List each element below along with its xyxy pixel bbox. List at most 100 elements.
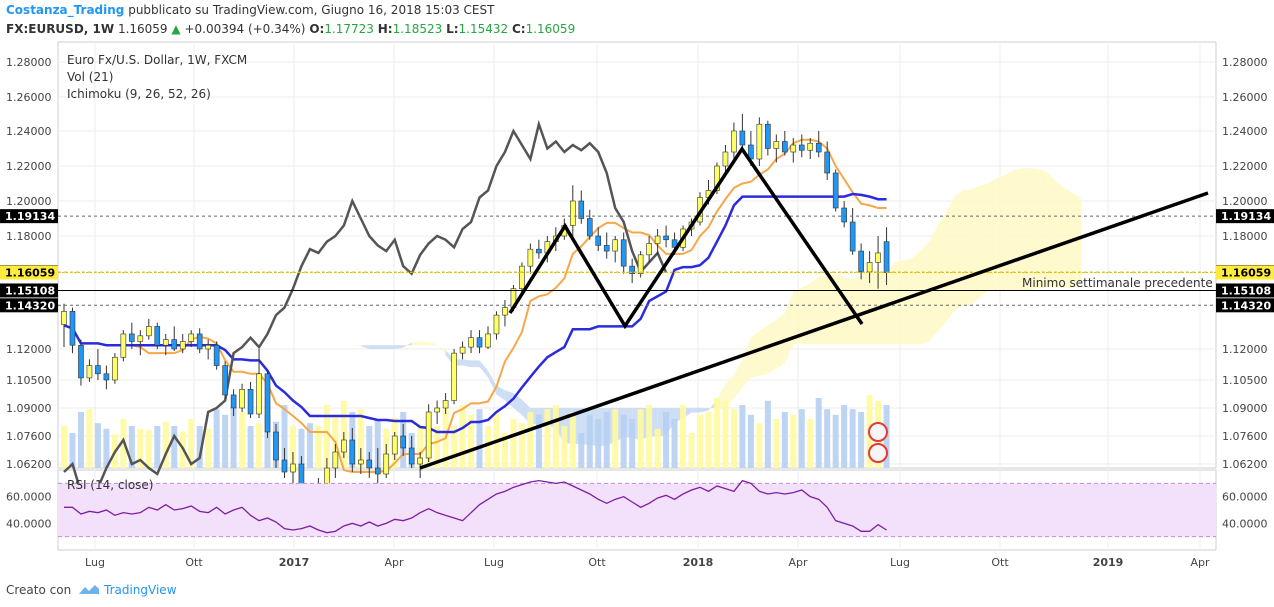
cloud-segment (1039, 169, 1048, 288)
volume-bar (222, 414, 229, 468)
candle-body (366, 459, 373, 469)
candle-body (417, 457, 423, 465)
volume-bar (730, 409, 737, 468)
volume-bar (485, 426, 491, 468)
open-label: O: (309, 22, 325, 36)
cloud-segment (759, 325, 768, 376)
cloud-segment (725, 374, 734, 407)
candle-body (400, 435, 407, 449)
volume-bar (807, 419, 814, 468)
x-axis-tick: 2017 (279, 556, 310, 569)
created-with-label: Creato con (6, 583, 72, 597)
cloud-segment (945, 196, 955, 323)
candle-body (620, 239, 627, 267)
cloud-segment (784, 291, 794, 364)
candle-body (341, 439, 347, 453)
right-rsi-tick: 40.0000 (1222, 517, 1268, 530)
candle-body (595, 235, 602, 246)
candle-body (536, 248, 542, 254)
support-trendline (419, 191, 1209, 470)
tradingview-link[interactable]: TradingView (104, 583, 177, 597)
volume-bar (654, 428, 661, 468)
author-link[interactable]: Costanza_Trading (6, 3, 125, 17)
right-price-tick: 1.18000 (1222, 230, 1268, 243)
candle-body (357, 459, 364, 465)
right-price-tick: 1.06200 (1222, 458, 1268, 471)
cloud-segment (742, 337, 751, 388)
candle-body (408, 447, 415, 465)
cloud-segment (691, 408, 700, 413)
volume-bar (858, 412, 865, 468)
volume-bar (705, 412, 712, 468)
candle-body (179, 341, 186, 350)
volume-bar (764, 400, 771, 468)
rsi-pane (58, 479, 1216, 538)
cloud-segment (1022, 168, 1031, 291)
volume-bar (552, 405, 559, 468)
right-price-tick: 1.28000 (1222, 56, 1268, 69)
price-tag (0, 298, 58, 313)
volume-bar (366, 426, 373, 468)
candle-body (188, 333, 194, 342)
volume-bar (417, 426, 424, 468)
right-price-tick: 1.09000 (1222, 402, 1268, 415)
candle-body (222, 365, 228, 396)
cloud-segment (471, 360, 480, 368)
volume-bar (578, 433, 585, 468)
tradingview-logo-icon[interactable] (78, 583, 100, 595)
ohlc-line: FX:EURUSD, 1W 1.16059 ▲ +0.00394 (+0.34%… (6, 22, 575, 36)
volume-bar (247, 426, 254, 468)
left-rsi-tick: 40.0000 (6, 517, 52, 530)
volume-bar (315, 426, 322, 468)
candle-body (264, 373, 271, 433)
price-tag (1216, 209, 1274, 224)
x-axis-tick: Lug (890, 556, 910, 569)
x-axis-tick: Lug (85, 556, 105, 569)
candle-body (374, 467, 381, 475)
event-flag-icon (868, 443, 888, 463)
volume-bar (841, 405, 848, 468)
candle-body (112, 356, 118, 381)
rsi-band (58, 483, 1216, 537)
volume-bar (196, 426, 203, 468)
support-annotation: Minimo settimanale precedente (1022, 276, 1213, 290)
volume-bar (663, 412, 670, 468)
candle-body (646, 243, 652, 256)
candle-body (391, 435, 398, 455)
candle-body (78, 344, 84, 379)
candle-body (841, 207, 847, 223)
cloud-segment (852, 275, 862, 345)
volume-bar (722, 400, 729, 468)
volume-bar (239, 412, 246, 468)
price-tag-label: 1.14320 (1221, 299, 1271, 312)
candle-body (663, 235, 669, 241)
candle-body (586, 218, 593, 237)
close-label: C: (511, 22, 526, 36)
price-tag-label: 1.15108 (1221, 284, 1271, 297)
volume-bar (476, 409, 483, 468)
volume-bar (510, 419, 517, 468)
candle-body (654, 235, 661, 244)
volume-bar (595, 419, 602, 468)
left-price-tick: 1.06200 (6, 458, 52, 471)
volume-bar (154, 426, 161, 468)
cloud-segment (996, 175, 1006, 291)
candle-body (569, 200, 576, 226)
price-tag-label: 1.14320 (5, 299, 55, 312)
cloud-segment (903, 258, 912, 345)
cloud-segment (988, 177, 997, 291)
cloud-segment (869, 268, 879, 345)
candle-body (875, 252, 881, 263)
cloud-segment (861, 268, 870, 345)
background-layer (57, 41, 1217, 551)
candle-body (519, 265, 525, 290)
volume-bar (680, 405, 687, 468)
volume-bar (434, 426, 441, 468)
legend-volume: Vol (21) (67, 70, 113, 84)
candle-body (442, 400, 449, 409)
volume-bar (561, 426, 568, 468)
chart-canvas[interactable]: 1.28000 1.28000 1.26000 1.26000 1.24000 1.240… (0, 40, 1274, 572)
low-label: L: (446, 22, 459, 36)
candle-body (739, 130, 746, 146)
right-price-tick: 1.20000 (1222, 195, 1268, 208)
